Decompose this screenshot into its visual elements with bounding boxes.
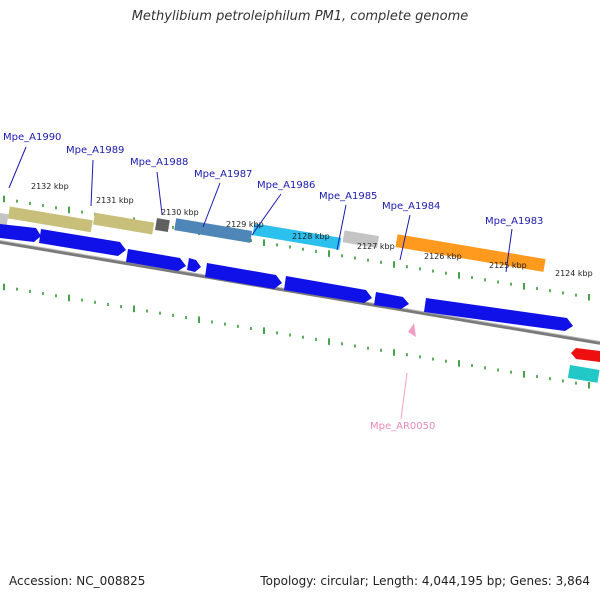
cds-arrow-a1989	[39, 229, 126, 256]
cds-arrow-a1987	[187, 258, 201, 272]
cds-arrow-a1984	[374, 292, 409, 309]
leader-line-a1988	[156, 171, 163, 215]
kbp-label-2128: 2128 kbp	[292, 232, 330, 241]
cds-arrow-a1986	[205, 263, 282, 289]
gene-label-a1983: Mpe_A1983	[485, 216, 543, 227]
accession-text: Accession: NC_008825	[9, 574, 146, 588]
cog-segment-dark-a1987	[155, 218, 170, 233]
kbp-label-2131: 2131 kbp	[96, 196, 134, 205]
rna-leader-line	[400, 372, 408, 420]
gene-label-a1987: Mpe_A1987	[194, 169, 252, 180]
kbp-label-2125: 2125 kbp	[489, 261, 527, 270]
cds-arrow-a1990	[0, 224, 41, 242]
gene-label-a1990: Mpe_A1990	[3, 132, 61, 143]
cog-segment-cyan-a1985	[252, 223, 342, 250]
cog-segment-olive-a1988	[93, 212, 155, 235]
gene-label-a1985: Mpe_A1985	[319, 191, 377, 202]
leader-line-a1990	[8, 146, 27, 189]
teal-feature-segment	[567, 365, 600, 383]
gene-label-a1989: Mpe_A1989	[66, 145, 124, 156]
kbp-label-2130: 2130 kbp	[161, 208, 199, 217]
kbp-label-2129: 2129 kbp	[226, 220, 264, 229]
cds-track	[0, 224, 573, 331]
leader-line-a1985	[336, 204, 347, 251]
kbp-label-2124: 2124 kbp	[555, 269, 593, 278]
cds-arrow-a1983	[424, 298, 573, 331]
cog-segment-steel-a1986	[174, 218, 253, 243]
leader-line-a1983	[505, 228, 513, 273]
cds-arrow-a1988	[126, 249, 186, 271]
leader-line-a1989	[90, 159, 94, 207]
rna-label-ar0050: Mpe_AR0050	[370, 421, 435, 432]
inner-tick-ring	[3, 283, 590, 389]
cog-track	[0, 206, 546, 272]
leader-line-a1987	[202, 182, 221, 228]
gene-label-a1986: Mpe_A1986	[257, 180, 315, 191]
gene-labels: Mpe_A1990 Mpe_A1989 Mpe_A1988 Mpe_A1987 …	[3, 132, 543, 227]
map-title: Methylibium petroleiphilum PM1, complete…	[131, 9, 469, 24]
cds-arrow-a1985	[284, 276, 372, 303]
leader-line-a1984	[399, 214, 411, 261]
gene-label-a1984: Mpe_A1984	[382, 201, 440, 212]
cog-segment-olive-a1989	[7, 206, 93, 233]
red-feature-arrow	[571, 348, 600, 362]
kbp-label-2127: 2127 kbp	[357, 242, 395, 251]
cog-segment-orange-a1983	[395, 234, 546, 272]
kbp-label-2132: 2132 kbp	[31, 182, 69, 191]
topology-text: Topology: circular; Length: 4,044,195 bp…	[260, 574, 590, 588]
cog-segment-gray-a1990	[0, 207, 9, 227]
leader-line-a1986	[251, 193, 282, 236]
rna-marker	[408, 323, 416, 337]
cog-segment-gray-a1984	[342, 230, 380, 248]
kbp-label-2126: 2126 kbp	[424, 252, 462, 261]
gene-label-a1988: Mpe_A1988	[130, 157, 188, 168]
kbp-labels: 2132 kbp 2131 kbp 2130 kbp 2129 kbp 2128…	[31, 182, 593, 278]
gene-leader-lines	[8, 146, 513, 273]
